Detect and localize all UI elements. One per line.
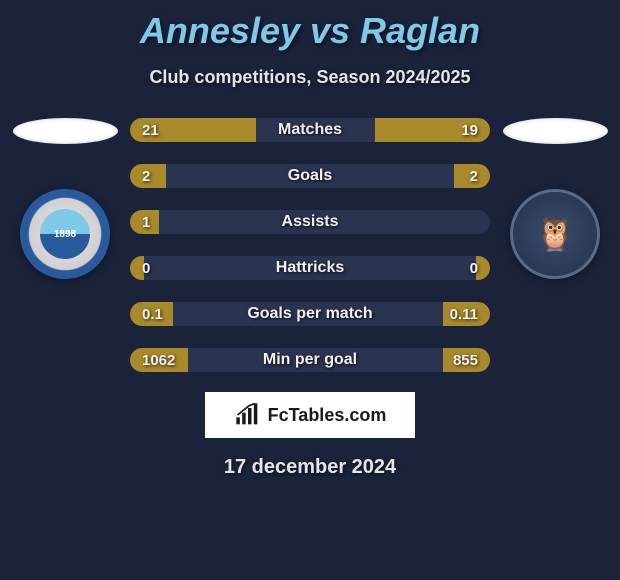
stat-value-left: 1062 (142, 352, 175, 369)
brand-badge[interactable]: FcTables.com (205, 392, 415, 438)
subtitle-text: Club competitions, Season 2024/2025 (5, 67, 615, 88)
stat-label: Assists (282, 213, 339, 231)
stat-row: 1 Assists (130, 210, 490, 234)
chart-icon (234, 403, 262, 427)
right-flag-pill (503, 118, 608, 144)
left-badge-inner: 1898 (40, 209, 90, 259)
stat-value-right: 0.11 (450, 306, 478, 323)
stat-value-left: 1 (142, 214, 150, 231)
stat-value-right: 2 (470, 168, 478, 185)
left-flag-pill (13, 118, 118, 144)
stat-value-left: 0 (142, 260, 150, 277)
stat-label: Hattricks (276, 259, 344, 277)
stat-label: Matches (278, 121, 342, 139)
stat-row: 1062 855 Min per goal (130, 348, 490, 372)
stat-value-right: 0 (470, 260, 478, 277)
left-badge-year: 1898 (54, 229, 76, 240)
date-text: 17 december 2024 (5, 456, 615, 479)
stat-value-left: 21 (142, 122, 159, 139)
left-team-column: 1898 (10, 118, 120, 279)
main-container: Annesley vs Raglan Club competitions, Se… (0, 0, 620, 489)
right-team-column: 🦉 (500, 118, 610, 279)
left-team-badge: 1898 (20, 189, 110, 279)
stat-row: 0 0 Hattricks (130, 256, 490, 280)
right-team-badge: 🦉 (510, 189, 600, 279)
stat-row: 0.1 0.11 Goals per match (130, 302, 490, 326)
owl-icon: 🦉 (528, 207, 583, 262)
brand-text: FcTables.com (268, 405, 387, 426)
page-title: Annesley vs Raglan (5, 10, 615, 52)
stat-label: Min per goal (263, 351, 357, 369)
stat-label: Goals per match (247, 305, 372, 323)
stat-label: Goals (288, 167, 332, 185)
stat-value-right: 19 (461, 122, 478, 139)
stat-row: 2 2 Goals (130, 164, 490, 188)
stat-value-left: 2 (142, 168, 150, 185)
stat-value-left: 0.1 (142, 306, 163, 323)
stats-column: 21 19 Matches 2 2 Goals 1 Assists 0 0 Hattricks 0.1… (130, 118, 490, 372)
comparison-layout: 1898 21 19 Matches 2 2 Goals 1 Assists 0 0 Hattric… (5, 118, 615, 372)
stat-row: 21 19 Matches (130, 118, 490, 142)
stat-value-right: 855 (453, 352, 478, 369)
